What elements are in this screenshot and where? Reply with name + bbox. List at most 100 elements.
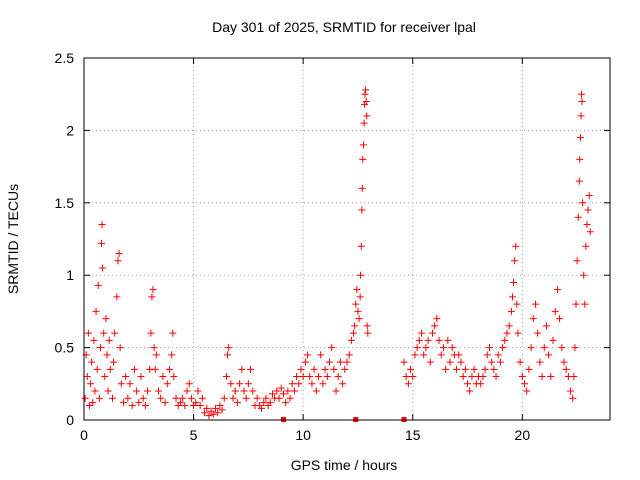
data-point	[411, 351, 419, 359]
data-point	[567, 387, 575, 395]
data-point	[150, 344, 158, 352]
data-point	[244, 380, 252, 388]
data-point	[84, 329, 92, 337]
data-point	[266, 399, 274, 407]
data-point	[139, 394, 147, 402]
data-point	[513, 300, 521, 308]
data-point	[503, 329, 511, 337]
data-point	[332, 387, 340, 395]
data-point	[453, 365, 461, 373]
y-tick-label: 2.5	[55, 50, 75, 66]
data-point	[361, 90, 369, 98]
x-tick-label: 15	[405, 427, 421, 443]
data-point	[133, 387, 141, 395]
data-point	[481, 365, 489, 373]
data-point	[122, 373, 130, 381]
data-point	[101, 373, 109, 381]
data-point	[341, 365, 349, 373]
data-point	[98, 239, 106, 247]
data-point	[354, 307, 362, 315]
data-point	[233, 399, 241, 407]
data-point	[185, 380, 193, 388]
data-point	[115, 249, 123, 257]
data-point	[459, 373, 467, 381]
data-point	[400, 358, 408, 366]
data-point	[446, 358, 454, 366]
data-point	[242, 394, 250, 402]
data-point	[209, 410, 217, 418]
data-point	[282, 399, 290, 407]
data-point	[247, 365, 255, 373]
data-point	[494, 351, 502, 359]
data-point	[110, 358, 118, 366]
data-point	[516, 358, 524, 366]
data-point	[404, 380, 412, 388]
data-point	[578, 97, 586, 105]
data-point	[558, 344, 566, 352]
data-point	[437, 351, 445, 359]
grid-layer	[84, 58, 610, 420]
data-point	[553, 286, 561, 294]
data-point	[508, 293, 516, 301]
data-point	[98, 221, 106, 229]
data-point	[102, 315, 110, 323]
data-point	[113, 293, 121, 301]
data-point	[352, 300, 360, 308]
data-point	[99, 264, 107, 272]
data-point	[194, 387, 202, 395]
data-point	[137, 373, 145, 381]
data-point	[580, 271, 588, 279]
data-point	[439, 344, 447, 352]
data-point	[117, 380, 125, 388]
data-point	[304, 351, 312, 359]
data-point	[222, 373, 230, 381]
data-point	[547, 373, 555, 381]
data-point	[549, 336, 557, 344]
data-point	[181, 402, 189, 410]
data-point	[105, 336, 113, 344]
data-point	[479, 373, 487, 381]
data-point	[275, 394, 283, 402]
data-point	[284, 387, 292, 395]
data-point	[172, 394, 180, 402]
data-point	[512, 242, 520, 250]
data-point	[360, 119, 368, 127]
data-point	[128, 402, 136, 410]
data-point	[442, 365, 450, 373]
data-point	[330, 365, 338, 373]
data-point	[317, 351, 325, 359]
data-point	[201, 409, 209, 417]
data-point	[499, 344, 507, 352]
data-point	[571, 344, 579, 352]
data-point	[144, 387, 152, 395]
data-point	[141, 402, 149, 410]
data-point	[229, 394, 237, 402]
data-point	[536, 358, 544, 366]
data-point	[468, 373, 476, 381]
data-point	[83, 373, 91, 381]
data-point	[106, 365, 114, 373]
data-point	[542, 322, 550, 330]
data-point	[227, 380, 235, 388]
data-point	[534, 329, 542, 337]
data-point	[357, 271, 365, 279]
data-point	[525, 365, 533, 373]
data-point	[507, 307, 515, 315]
data-point	[325, 358, 333, 366]
data-point	[424, 336, 432, 344]
data-point	[402, 373, 410, 381]
data-point	[328, 344, 336, 352]
data-point	[155, 387, 163, 395]
data-point	[224, 351, 232, 359]
data-point	[570, 373, 578, 381]
data-point	[511, 257, 519, 265]
data-point	[225, 344, 233, 352]
data-point	[496, 358, 504, 366]
data-point	[85, 402, 93, 410]
data-point	[358, 184, 366, 192]
data-point	[560, 358, 568, 366]
data-point	[95, 394, 103, 402]
data-point	[350, 329, 358, 337]
data-point	[426, 358, 434, 366]
